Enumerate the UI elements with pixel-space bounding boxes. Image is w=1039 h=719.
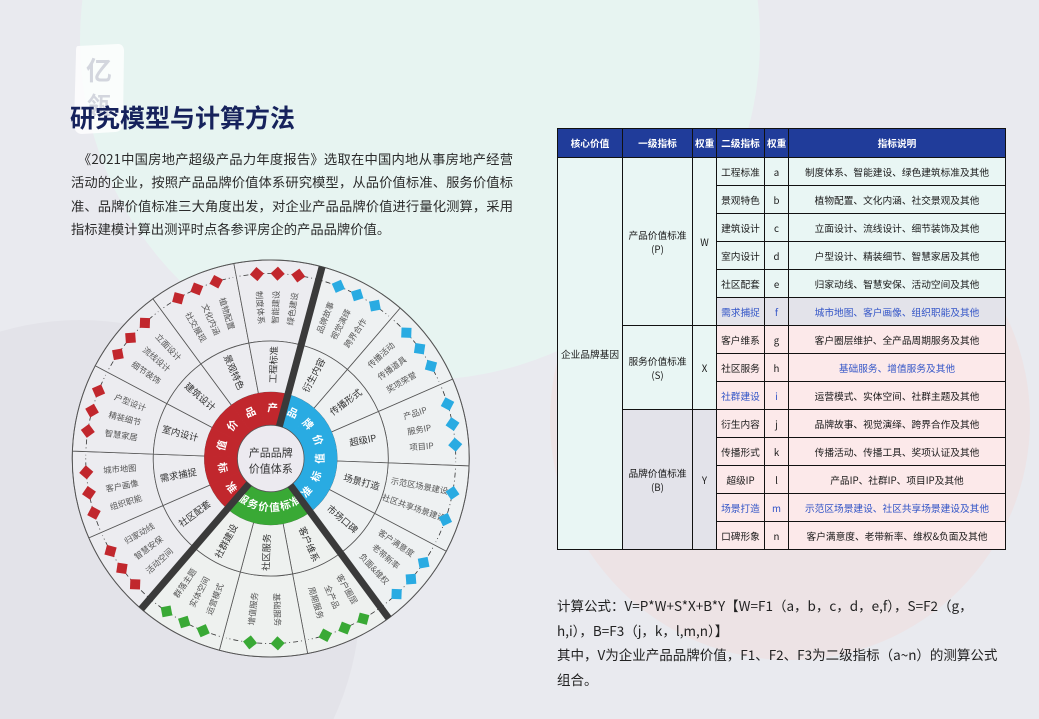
svg-text:值: 值	[312, 453, 327, 464]
svg-text:价值体系: 价值体系	[249, 460, 293, 476]
svg-text:值: 值	[269, 500, 281, 516]
svg-text:制度体系: 制度体系	[253, 291, 267, 325]
svg-text:城市地图: 城市地图	[103, 462, 137, 476]
svg-text:基础服务: 基础服务	[271, 593, 284, 627]
svg-text:项目IP: 项目IP	[409, 440, 434, 454]
svg-text:智能建设: 智能建设	[269, 291, 282, 325]
svg-text:社区服务: 社区服务	[258, 533, 273, 571]
svg-text:产品品牌: 产品品牌	[249, 444, 293, 460]
svg-text:产: 产	[267, 400, 278, 415]
svg-text:工程标准: 工程标准	[265, 346, 280, 384]
